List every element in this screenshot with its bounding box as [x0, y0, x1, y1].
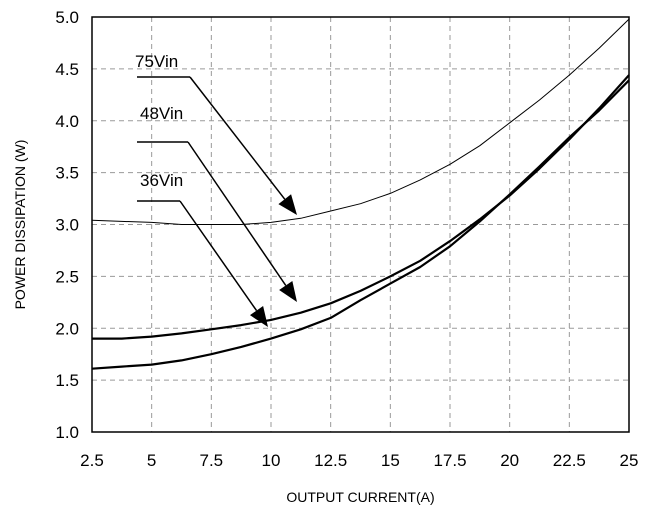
y-tick-label: 1.0 [55, 423, 79, 442]
x-tick-label: 25 [620, 451, 639, 470]
y-tick-label: 1.5 [55, 371, 79, 390]
arrow-shaft-36vin [179, 200, 258, 312]
arrow-head-75vin [278, 194, 297, 215]
arrow-shaft-75vin [189, 76, 286, 200]
x-tick-label: 20 [500, 451, 519, 470]
y-tick-label: 3.0 [55, 216, 79, 235]
y-tick-labels: 1.0 1.5 2.0 2.5 3.0 3.5 4.0 4.5 5.0 [55, 8, 79, 442]
series-layer [91, 18, 630, 370]
x-tick-label: 5 [147, 451, 156, 470]
grid [92, 17, 629, 432]
y-tick-label: 3.5 [55, 164, 79, 183]
y-tick-label: 5.0 [55, 8, 79, 27]
x-tick-label: 15 [381, 451, 400, 470]
series-label-36vin: 36Vin [140, 171, 183, 190]
plot-frame [91, 16, 630, 433]
x-axis-label: OUTPUT CURRENT(A) [286, 489, 434, 505]
x-tick-label: 7.5 [200, 451, 224, 470]
y-tick-label: 2.0 [55, 319, 79, 338]
series-line-36vin [91, 79, 630, 370]
x-tick-label: 10 [262, 451, 281, 470]
series-line-48vin [92, 74, 630, 340]
x-tick-label: 12.5 [314, 451, 347, 470]
x-tick-labels: 2.5 5 7.5 10 12.5 15 17.5 20 22.5 25 [80, 451, 638, 470]
y-axis-label: POWER DISSIPATION (W) [12, 140, 28, 310]
y-tick-label: 4.0 [55, 112, 79, 131]
annotation-layer: 75Vin 48Vin 36Vin [135, 52, 297, 327]
series-label-48vin: 48Vin [140, 104, 183, 123]
arrow-head-48vin [279, 280, 297, 302]
series-line-75vin [91, 18, 630, 225]
x-tick-label: 2.5 [80, 451, 104, 470]
x-tick-label: 17.5 [433, 451, 466, 470]
y-tick-label: 4.5 [55, 60, 79, 79]
arrow-head-36vin [249, 306, 268, 327]
x-tick-label: 22.5 [553, 451, 586, 470]
arrow-shaft-48vin [187, 141, 287, 286]
series-label-75vin: 75Vin [135, 52, 178, 71]
y-tick-label: 2.5 [55, 267, 79, 286]
